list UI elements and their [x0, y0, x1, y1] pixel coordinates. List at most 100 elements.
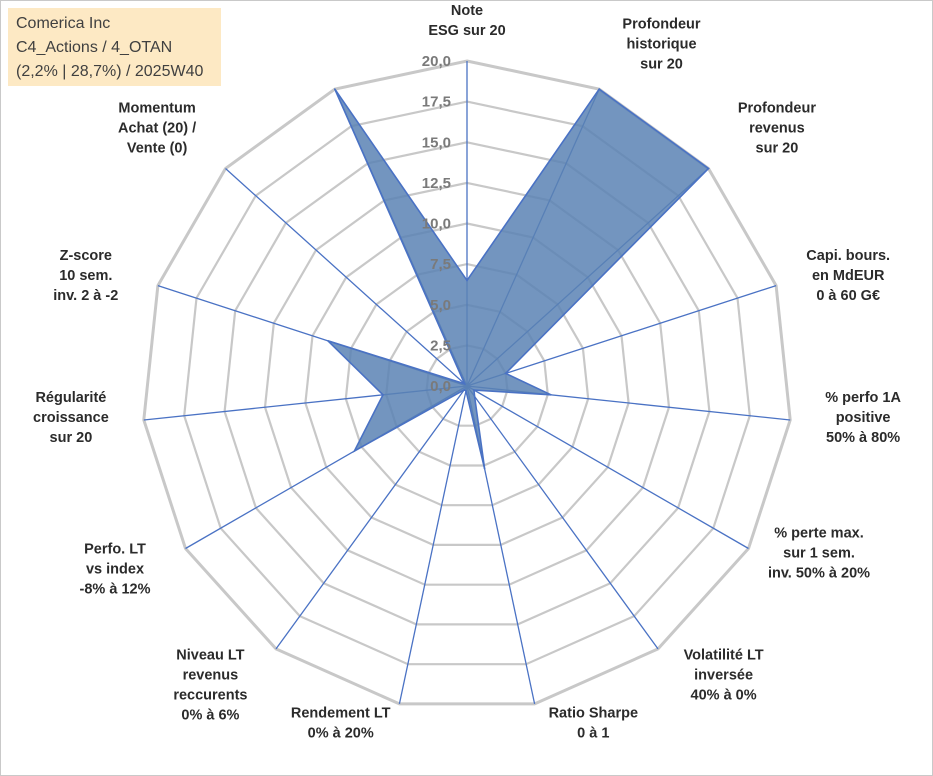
- axis-label-line: Volatilité LT: [684, 648, 764, 664]
- axis-label-line: reccurents: [173, 688, 247, 704]
- axis-label-line: Achat (20) /: [118, 121, 196, 137]
- axis-label-line: 0% à 20%: [308, 726, 374, 742]
- axis-label-line: 0% à 6%: [181, 708, 239, 724]
- axis-label-line: inversée: [694, 668, 753, 684]
- axis-label-1: Profondeur historique sur 20: [622, 17, 700, 73]
- tick-label-0: 0,0: [430, 378, 451, 395]
- axis-label-3: Capi. bours. en MdEUR 0 à 60 G€: [806, 248, 890, 304]
- grid-ring-4: [304, 222, 630, 547]
- axis-label-line: revenus: [183, 668, 239, 684]
- axis-label-line: revenus: [749, 121, 805, 137]
- axis-label-line: sur 1 sem.: [783, 546, 855, 562]
- data-point-14: [334, 88, 336, 90]
- spoke-9: [275, 385, 468, 650]
- axis-label-line: croissance: [33, 410, 109, 426]
- axis-label-line: 40% à 0%: [691, 688, 757, 704]
- tick-label-2: 5,0: [430, 297, 451, 314]
- data-point-8: [465, 390, 467, 392]
- grid-ring-6: [223, 141, 711, 626]
- grid-ring-3: [344, 262, 590, 507]
- tick-label-3: 7,5: [430, 256, 451, 273]
- data-point-5: [473, 389, 475, 391]
- data-point-13: [463, 383, 466, 385]
- axis-label-line: Rendement LT: [291, 706, 391, 722]
- spoke-8: [398, 385, 468, 705]
- series-area: [327, 87, 710, 469]
- data-point-12: [327, 340, 329, 342]
- data-point-6: [473, 395, 476, 398]
- axis-label-line: 0 à 1: [577, 726, 609, 742]
- data-point-4: [550, 394, 552, 396]
- axis-label-line: Ratio Sharpe: [549, 706, 638, 722]
- axis-label-line: en MdEUR: [812, 268, 885, 284]
- data-point-3: [504, 372, 507, 375]
- axis-label-4: % perfo 1A positive 50% à 80%: [825, 390, 901, 446]
- axis-label-line: ESG sur 20: [428, 23, 505, 39]
- info-box: Comerica Inc C4_Actions / 4_OTAN (2,2% |…: [8, 8, 221, 86]
- axis-label-line: 0 à 60 G€: [816, 288, 880, 304]
- spoke-6: [466, 385, 659, 650]
- axis-label-0: Note ESG sur 20: [428, 3, 505, 39]
- data-point-9: [463, 389, 465, 391]
- axis-label-6: Volatilité LT inversée 40% à 0%: [684, 648, 764, 704]
- radar-grid: [142, 59, 792, 706]
- axis-label-line: Capi. bours.: [806, 248, 890, 264]
- axis-label-line: Profondeur: [738, 101, 816, 117]
- axis-label-line: Niveau LT: [176, 648, 244, 664]
- axis-label-12: Z-score 10 sem. inv. 2 à -2: [53, 248, 118, 304]
- spoke-3: [466, 284, 777, 387]
- spoke-13: [225, 168, 468, 387]
- data-point-11: [382, 394, 384, 396]
- axis-label-line: % perfo 1A: [825, 390, 901, 406]
- axis-label-line: inv. 2 à -2: [53, 288, 118, 304]
- spoke-5: [466, 385, 749, 550]
- axis-label-line: 50% à 80%: [826, 430, 900, 446]
- data-point-10: [353, 450, 356, 452]
- tick-label-5: 12,5: [422, 175, 451, 192]
- tick-label-6: 15,0: [422, 134, 451, 151]
- axis-label-line: sur 20: [756, 141, 799, 157]
- tick-label-7: 17,5: [422, 94, 451, 111]
- company-name: Comerica Inc: [16, 15, 111, 32]
- axis-label-line: % perte max.: [774, 526, 863, 542]
- axis-label-8: Rendement LT 0% à 20%: [291, 706, 391, 742]
- axis-label-5: % perte max. sur 1 sem. inv. 50% à 20%: [768, 526, 870, 582]
- axis-label-line: Perfo. LT: [84, 542, 146, 558]
- grid-ring-2: [385, 303, 549, 467]
- portfolio-category: C4_Actions / 4_OTAN: [16, 39, 173, 56]
- axis-label-10: Perfo. LT vs index -8% à 12%: [80, 542, 151, 598]
- axis-label-line: Momentum: [118, 101, 195, 117]
- stats-week: (2,2% | 28,7%) / 2025W40: [16, 63, 204, 80]
- axis-label-line: 10 sem.: [59, 268, 112, 284]
- data-point-2: [707, 167, 710, 170]
- radar-series: [327, 87, 710, 470]
- axis-label-line: sur 20: [50, 430, 93, 446]
- axis-label-line: inv. 50% à 20%: [768, 566, 870, 582]
- data-point-0: [466, 279, 468, 282]
- axis-label-11: Régularité croissance sur 20: [33, 390, 109, 446]
- data-point-1: [598, 88, 600, 90]
- grid-ring-5: [263, 181, 671, 586]
- axis-label-line: positive: [836, 410, 891, 426]
- axis-label-line: Note: [451, 3, 483, 19]
- tick-label-8: 20,0: [422, 53, 451, 70]
- grid-ring-7: [183, 100, 751, 666]
- axis-label-line: Z-score: [60, 248, 112, 264]
- axis-label-9: Niveau LT revenus reccurents 0% à 6%: [173, 648, 247, 724]
- tick-label-4: 10,0: [422, 216, 451, 233]
- grid-ring-8: [142, 59, 792, 706]
- axis-label-2: Profondeur revenus sur 20: [738, 101, 816, 157]
- axis-label-line: historique: [626, 37, 696, 53]
- axis-label-line: Profondeur: [622, 17, 700, 33]
- axis-label-line: vs index: [86, 562, 144, 578]
- radar-tick-labels: 0,0 2,5 5,0 7,5 10,0 12,5 15,0 17,5 20,0: [422, 53, 451, 395]
- axis-label-line: sur 20: [640, 57, 683, 73]
- radar-axis-labels: Note ESG sur 20 Profondeur historique sur 20…: [33, 3, 901, 742]
- axis-label-13: Momentum Achat (20) / Vente (0): [118, 101, 196, 157]
- axis-label-line: -8% à 12%: [80, 582, 151, 598]
- axis-label-line: Régularité: [35, 390, 106, 406]
- tick-label-1: 2,5: [430, 337, 451, 354]
- data-point-7: [483, 467, 486, 470]
- axis-label-7: Ratio Sharpe 0 à 1: [549, 706, 638, 742]
